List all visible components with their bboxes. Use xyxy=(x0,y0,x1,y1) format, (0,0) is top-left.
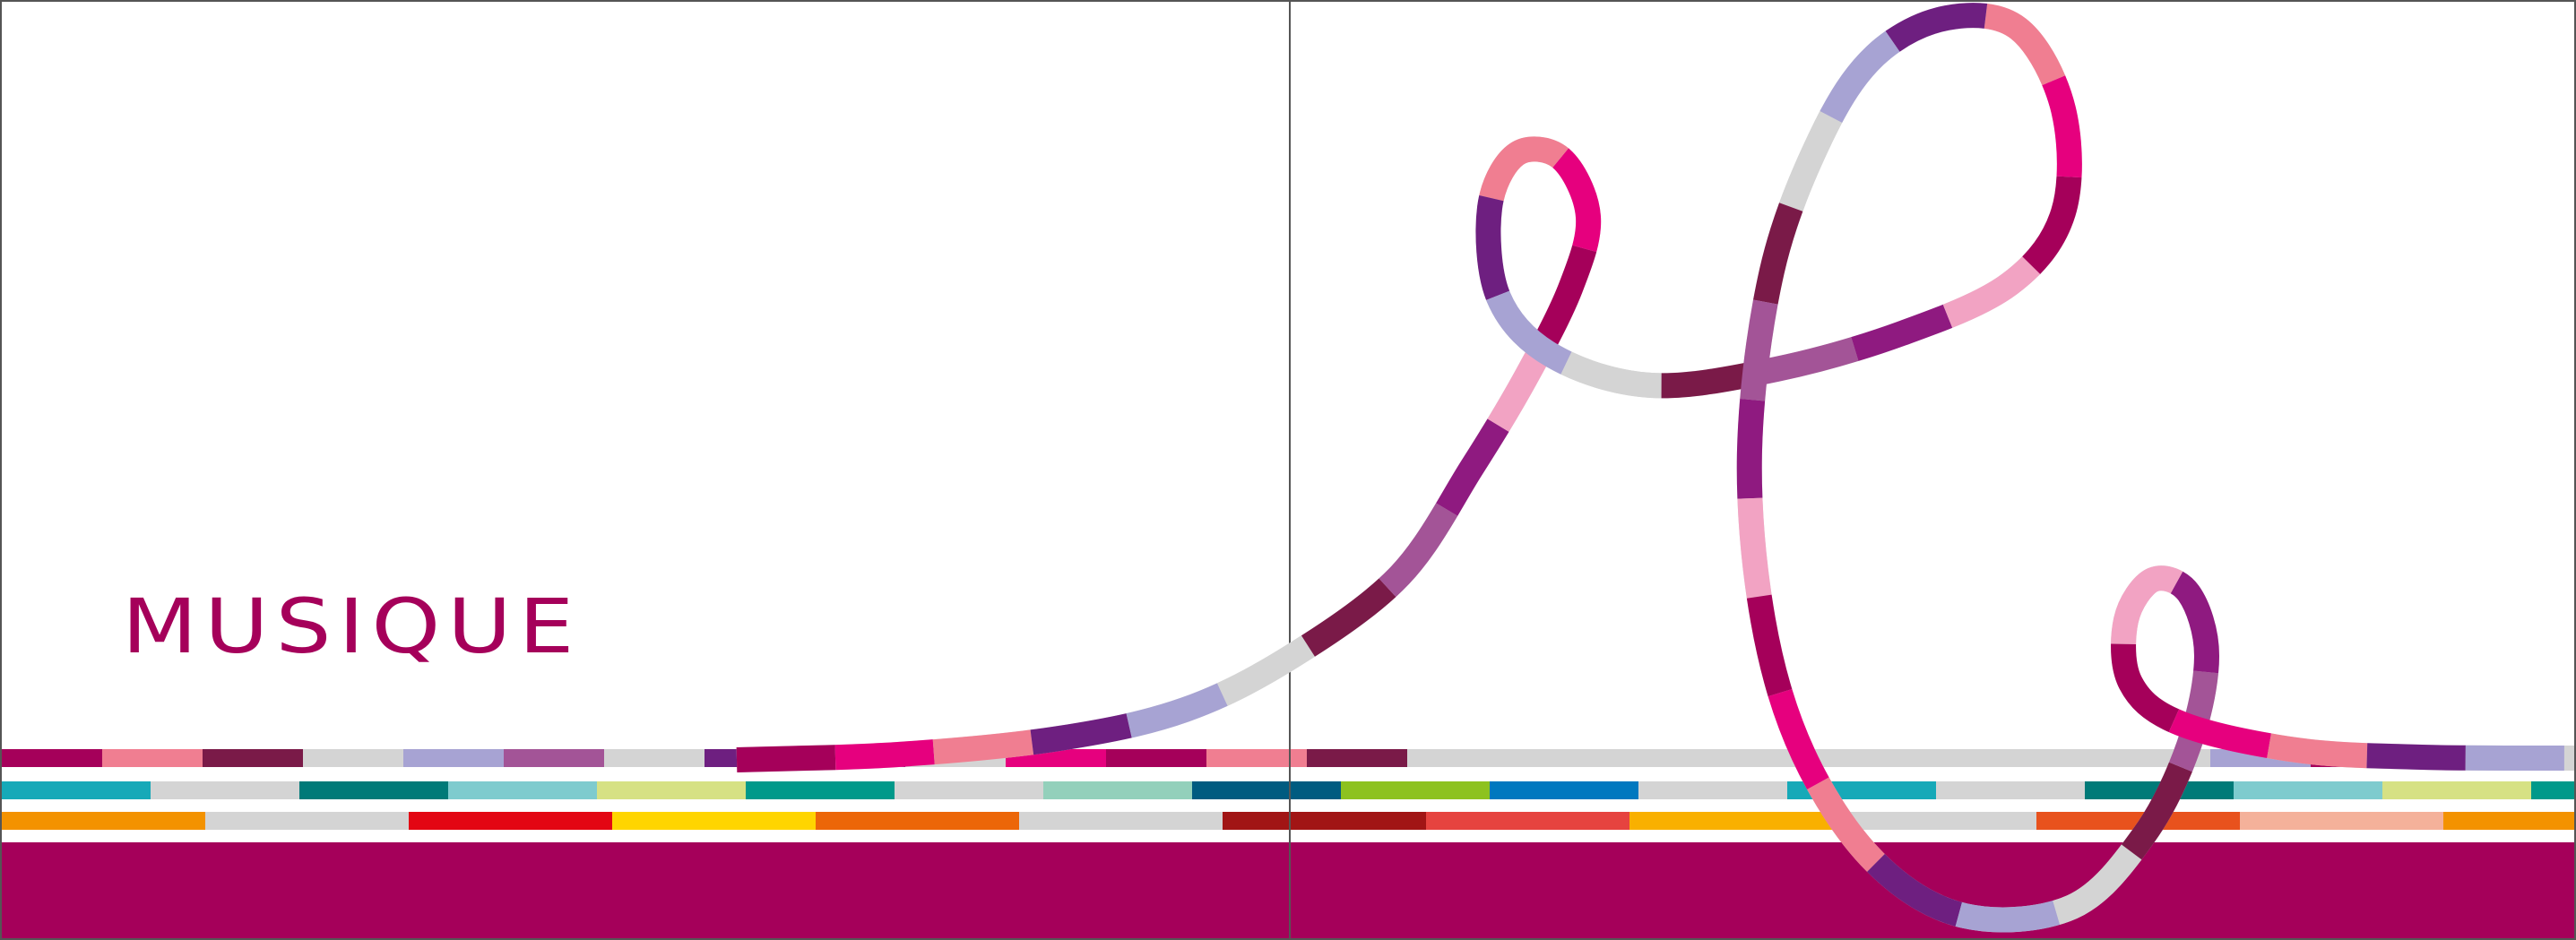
stripe-row-2-segment xyxy=(2382,781,2532,799)
stripe-row-3-segment xyxy=(1426,812,1630,830)
stripe-row-3-segment xyxy=(205,812,410,830)
stripe-row-2-segment xyxy=(597,781,747,799)
stripe-row-3-segment xyxy=(2,812,206,830)
stripe-row-1-segment xyxy=(2,749,103,767)
stripe-row-2-segment xyxy=(2234,781,2383,799)
stripe-row-3-segment xyxy=(1223,812,1427,830)
stripe-row-1-segment xyxy=(2010,749,2111,767)
stripe-row-1-segment xyxy=(1608,749,1709,767)
stripe-row-1-segment xyxy=(604,749,705,767)
stripe-row-1-segment xyxy=(1909,749,2010,767)
stripe-row-3-segment xyxy=(2443,812,2574,830)
stripe-row-2-segment xyxy=(895,781,1044,799)
stripe-row-3-segment xyxy=(1019,812,1223,830)
ribbon-segment xyxy=(736,3,2574,933)
stripe-row-2-segment xyxy=(2531,781,2574,799)
cover-title: MUSIQUE xyxy=(122,582,582,670)
stripe-row-1-segment xyxy=(1407,749,1508,767)
stripe-row-2-segment xyxy=(1490,781,1639,799)
stripe-row-1-segment xyxy=(1307,749,1408,767)
stripe-row-3-segment xyxy=(1629,812,1834,830)
bottom-band xyxy=(2,842,2574,938)
stripe-row-3-segment xyxy=(2240,812,2444,830)
stripe-row-1-segment xyxy=(504,749,605,767)
stripe-row-1-segment xyxy=(203,749,304,767)
stripe-row-3-segment xyxy=(2036,812,2241,830)
stripe-row-2-segment xyxy=(1192,781,1342,799)
stripe-row-3-segment xyxy=(1833,812,2037,830)
stripe-row-2-segment xyxy=(1043,781,1193,799)
ribbon-segment xyxy=(736,3,2574,933)
stripe-row-1-segment xyxy=(102,749,203,767)
stripe-row-3-segment xyxy=(409,812,613,830)
stripe-row-2-segment xyxy=(448,781,598,799)
stripe-row-2-segment xyxy=(1341,781,1491,799)
stripe-row-3-segment xyxy=(816,812,1020,830)
stripe-row-2-segment xyxy=(746,781,895,799)
stripe-row-1-segment xyxy=(1508,749,1609,767)
stripe-row-1-segment xyxy=(403,749,505,767)
ribbon-segment xyxy=(736,3,2574,933)
stripe-row-2-segment xyxy=(299,781,449,799)
stripe-row-3-segment xyxy=(612,812,817,830)
stripe-row-1-segment xyxy=(1708,749,1810,767)
stripe-row-2-segment xyxy=(2,781,151,799)
stripe-row-1-segment xyxy=(1809,749,1910,767)
stripe-row-1-segment xyxy=(1106,749,1207,767)
stripe-row-1-segment xyxy=(1206,749,1308,767)
stripe-row-2-segment xyxy=(151,781,300,799)
stripe-row-2-segment xyxy=(1638,781,1788,799)
stripe-row-1-segment xyxy=(303,749,404,767)
ribbon-swirl xyxy=(736,3,2574,933)
stripe-row-2-segment xyxy=(1936,781,2086,799)
